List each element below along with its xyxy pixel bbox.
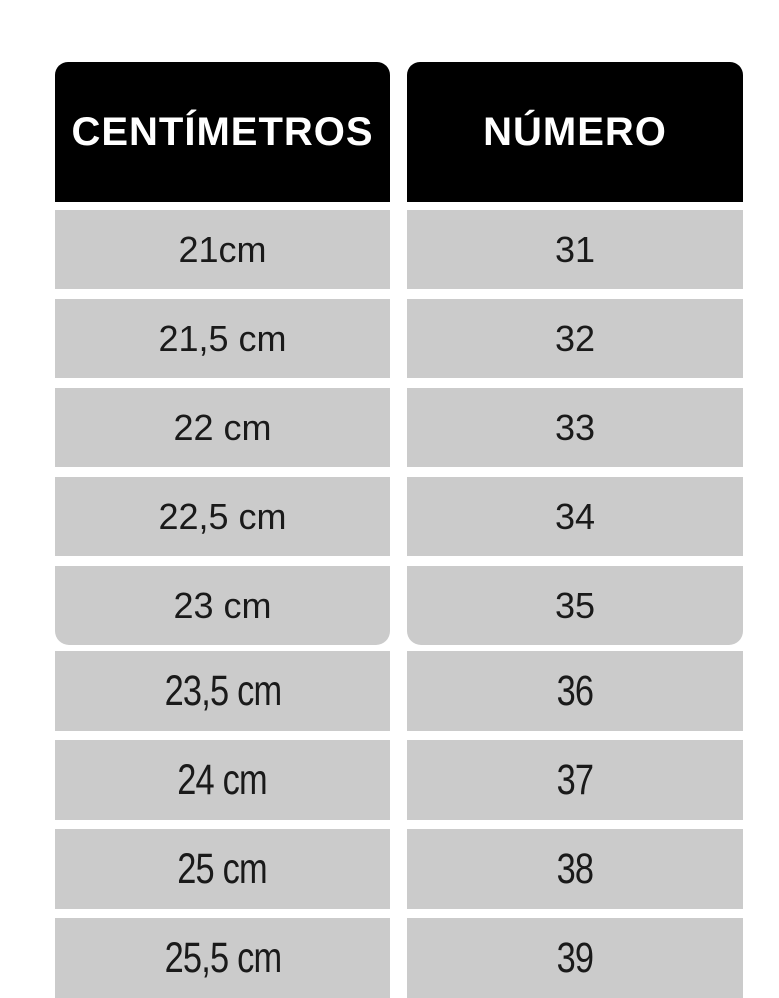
cell-value: 39 (556, 933, 594, 982)
cell-value: 21,5 cm (158, 317, 287, 359)
column-header-numero: NÚMERO (407, 62, 743, 202)
table-row-cell-cm: 25,5 cm (55, 918, 390, 998)
table-row-cell-cm: 23 cm (55, 566, 390, 645)
cell-value: 25 cm (177, 844, 268, 893)
cell-value: 35 (554, 584, 596, 626)
cell-value: 33 (554, 406, 596, 448)
cell-value: 22 cm (173, 406, 272, 448)
table-row-cell-numero: 33 (407, 388, 743, 467)
cell-value: 24 cm (177, 755, 268, 804)
table-row-cell-numero: 35 (407, 566, 743, 645)
table-row-cell-cm: 25 cm (55, 829, 390, 909)
column-numero: NÚMERO 31 32 33 34 35 36 37 38 39 (407, 62, 743, 998)
table-row-cell-cm: 24 cm (55, 740, 390, 820)
table-row-cell-numero: 32 (407, 299, 743, 378)
header-label: CENTÍMETROS (71, 109, 374, 154)
cell-value: 23 cm (173, 584, 272, 626)
cell-value: 21cm (178, 228, 267, 270)
table-row-cell-numero: 38 (407, 829, 743, 909)
table-row-cell-numero: 31 (407, 210, 743, 289)
cell-value: 22,5 cm (158, 495, 287, 537)
cell-value: 38 (556, 844, 594, 893)
header-label: NÚMERO (483, 109, 667, 154)
column-header-centimetros: CENTÍMETROS (55, 62, 390, 202)
table-row-cell-numero: 36 (407, 651, 743, 731)
table-row-cell-numero: 37 (407, 740, 743, 820)
cell-value: 32 (554, 317, 596, 359)
cell-value: 25,5 cm (164, 933, 282, 982)
table-row-cell-cm: 21,5 cm (55, 299, 390, 378)
cell-value: 34 (554, 495, 596, 537)
table-row-cell-cm: 21cm (55, 210, 390, 289)
column-centimetros: CENTÍMETROS 21cm 21,5 cm 22 cm 22,5 cm 2… (55, 62, 390, 998)
table-row-cell-numero: 39 (407, 918, 743, 998)
cell-value: 36 (556, 666, 594, 715)
table-row-cell-cm: 22,5 cm (55, 477, 390, 556)
table-row-cell-numero: 34 (407, 477, 743, 556)
cell-value: 31 (554, 228, 596, 270)
table-row-cell-cm: 22 cm (55, 388, 390, 467)
cell-value: 23,5 cm (164, 666, 282, 715)
cell-value: 37 (556, 755, 594, 804)
table-row-cell-cm: 23,5 cm (55, 651, 390, 731)
